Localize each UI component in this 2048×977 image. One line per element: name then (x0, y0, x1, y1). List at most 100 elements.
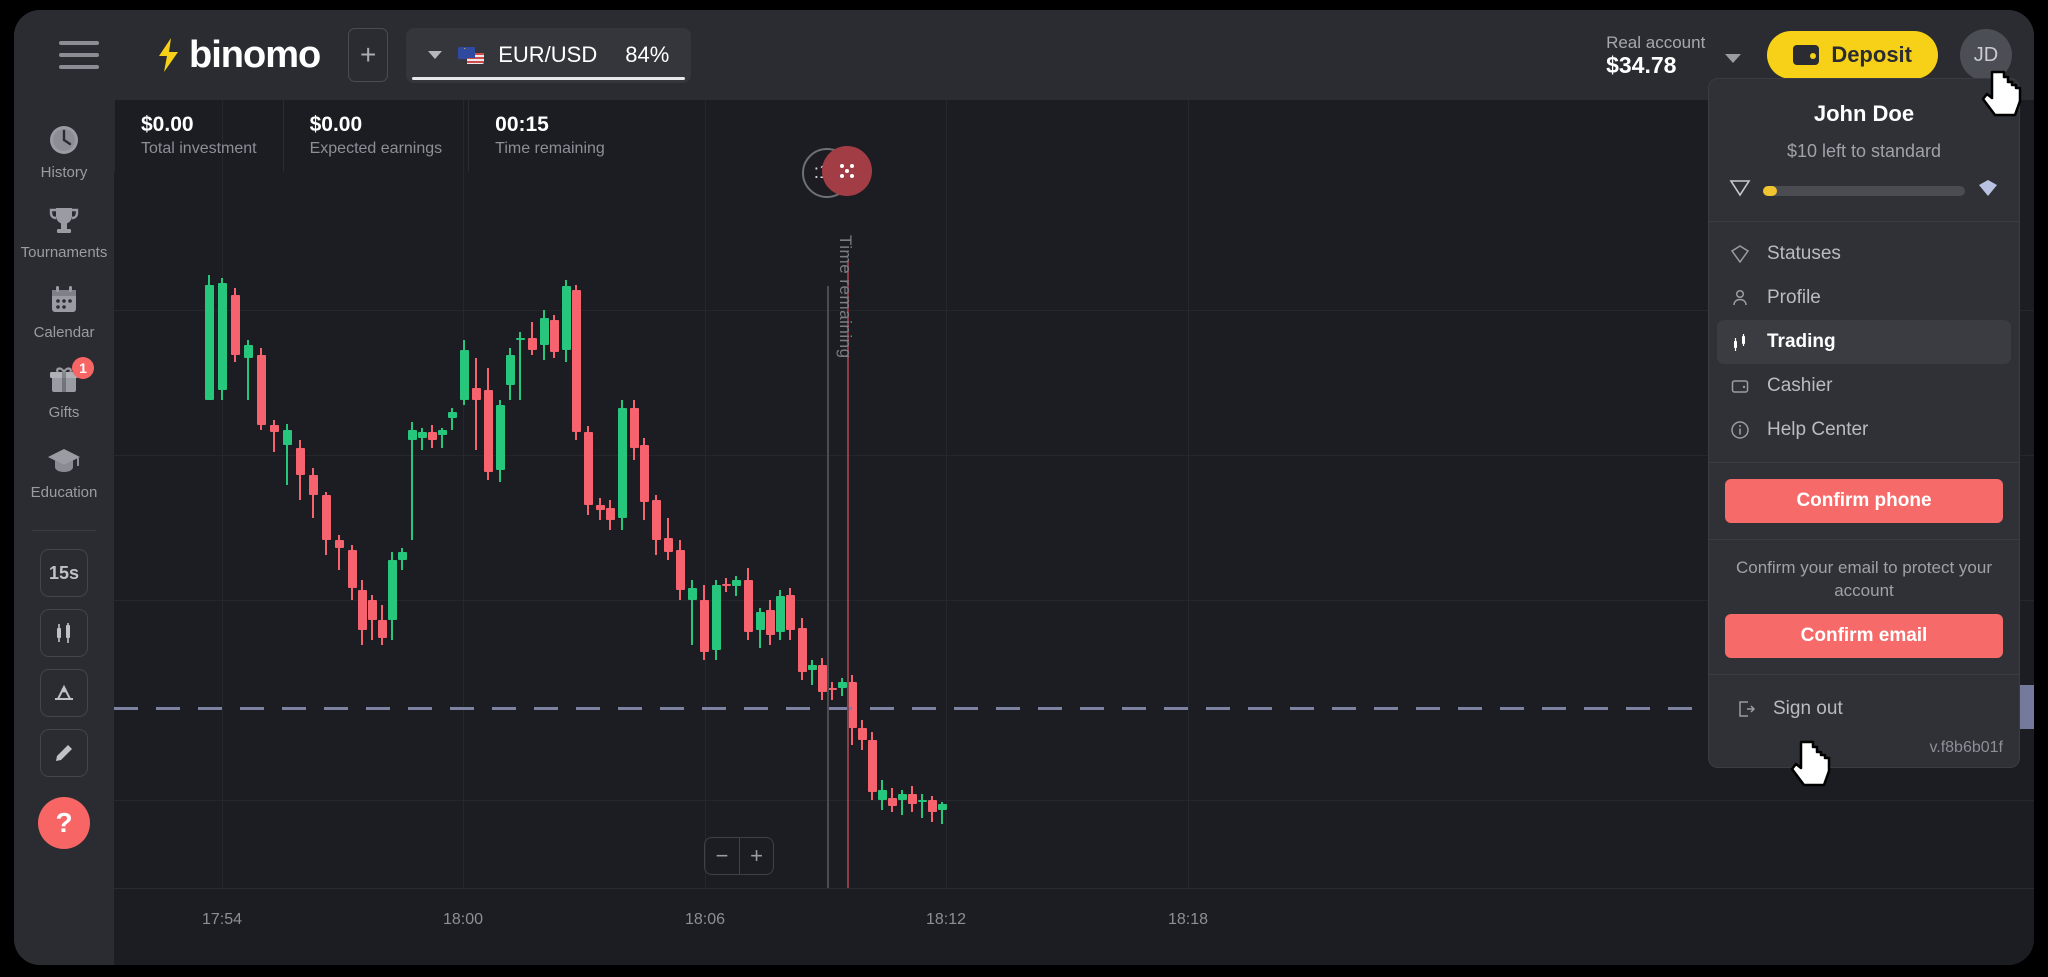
logout-icon (1735, 698, 1757, 720)
chart-type-button[interactable] (40, 609, 88, 657)
zoom-in-button[interactable]: + (739, 838, 773, 874)
candlestick (483, 368, 493, 480)
deal-open-line (827, 286, 829, 906)
candle-body (877, 790, 887, 800)
time-axis-tick: 17:54 (201, 911, 243, 928)
stat-value: $0.00 (309, 113, 363, 136)
dropdown-item-label: Trading (1767, 331, 1836, 352)
candle-body (699, 600, 709, 652)
caret-down-icon[interactable] (1725, 53, 1742, 63)
sidebar-item-tournaments[interactable]: Tournaments (14, 192, 114, 272)
status-progress-label: $10 left to standard (1786, 141, 1942, 161)
asset-selector[interactable]: EUR/USD 84% (406, 27, 692, 83)
confirm-email-button[interactable]: Confirm email (1725, 614, 2003, 658)
sign-out-button[interactable]: Sign out (1723, 687, 2005, 731)
hamburger-icon[interactable] (59, 41, 99, 69)
candle-body (527, 338, 537, 350)
draw-button[interactable] (40, 729, 88, 777)
candlestick (505, 348, 515, 400)
candle-body (867, 740, 877, 792)
candle-body (755, 612, 765, 630)
dropdown-item-profile[interactable]: Profile (1717, 276, 2011, 320)
binomo-app-window: binomo + EUR/USD 84% Real account $34.78… (14, 10, 2034, 965)
candle-body (617, 408, 627, 518)
stat-value: 00:15 (495, 113, 549, 136)
timeframe-button[interactable]: 15s (40, 549, 88, 597)
grid-line-horizontal (114, 455, 2034, 456)
header-right-group: Real account $34.78 Deposit JD (1606, 29, 2034, 81)
candlestick (663, 518, 673, 560)
chevron-down-icon (428, 51, 443, 59)
close-deal-icon[interactable] (822, 146, 872, 196)
candle-wick (519, 332, 521, 400)
candle-body (583, 432, 593, 505)
dropdown-item-statuses[interactable]: Statuses (1717, 232, 2011, 276)
candle-body (427, 432, 437, 440)
candle-body (204, 285, 214, 400)
candlestick (527, 322, 537, 355)
avatar[interactable]: JD (1960, 29, 2012, 81)
candlestick (256, 348, 266, 430)
asset-payout: 84% (625, 42, 670, 67)
stats-divider (114, 100, 115, 172)
dropdown-item-trading[interactable]: Trading (1717, 320, 2011, 364)
sidebar-tool-group: 15s (14, 549, 114, 777)
deposit-button[interactable]: Deposit (1767, 31, 1938, 79)
dropdown-item-label: Cashier (1767, 375, 1833, 396)
sidebar-item-history[interactable]: History (14, 112, 114, 192)
dropdown-item-cashier[interactable]: Cashier (1717, 364, 2011, 408)
candle-body (721, 584, 731, 586)
candlestick (243, 340, 253, 400)
bolt-icon (159, 38, 178, 72)
candle-body (561, 286, 571, 350)
grid-line-vertical (463, 100, 464, 888)
account-switcher[interactable]: Real account $34.78 (1606, 33, 1705, 77)
candlestick (867, 732, 877, 800)
sidebar-item-gifts[interactable]: 1 Gifts (14, 352, 114, 432)
stat-expected-earnings: $0.00 Expected earnings (284, 112, 469, 160)
confirm-email-section: Confirm your email to protect your accou… (1709, 540, 2019, 675)
graduation-cap-icon (47, 443, 81, 477)
candle-body (471, 388, 481, 400)
candlestick (731, 576, 741, 596)
sidebar-item-education[interactable]: Education (14, 432, 114, 512)
add-asset-button[interactable]: + (348, 28, 389, 82)
candle-body (295, 448, 305, 475)
zoom-out-button[interactable]: − (715, 843, 729, 868)
stat-total-investment: $0.00 Total investment (115, 112, 283, 160)
candle-wick (831, 682, 833, 700)
candle-body (765, 610, 775, 635)
candlestick (687, 580, 697, 645)
candle-body (230, 295, 240, 355)
candlestick (827, 682, 837, 700)
expiry-line (847, 260, 849, 910)
candle-body (639, 445, 649, 502)
candle-wick (273, 420, 275, 452)
zoom-controls[interactable]: − + (704, 837, 774, 875)
indicators-button[interactable] (40, 669, 88, 717)
candle-body (447, 412, 457, 418)
time-axis-tick: 18:18 (1167, 911, 1209, 928)
candlestick (639, 438, 649, 520)
sidebar-item-calendar[interactable]: Calendar (14, 272, 114, 352)
candle-body (675, 550, 685, 590)
grid-line-horizontal (114, 800, 2034, 801)
candlestick (857, 720, 867, 750)
candle-body (256, 355, 266, 425)
candlestick (651, 495, 661, 555)
dropdown-item-help-center[interactable]: Help Center (1717, 408, 2011, 452)
candlestick-icon (57, 623, 70, 643)
confirm-phone-button[interactable]: Confirm phone (1725, 479, 2003, 523)
help-button[interactable]: ? (38, 797, 90, 849)
candlestick (675, 540, 685, 600)
stats-divider (468, 100, 470, 172)
app-header: binomo + EUR/USD 84% Real account $34.78… (14, 10, 2034, 100)
sidebar-divider (32, 530, 96, 531)
candlestick (549, 315, 559, 358)
candlestick (775, 590, 785, 640)
candle-body (605, 508, 615, 520)
grid-line-horizontal (114, 600, 2034, 601)
candlestick (407, 422, 417, 540)
brand-logo[interactable]: binomo (155, 34, 321, 77)
gifts-badge: 1 (72, 357, 94, 379)
